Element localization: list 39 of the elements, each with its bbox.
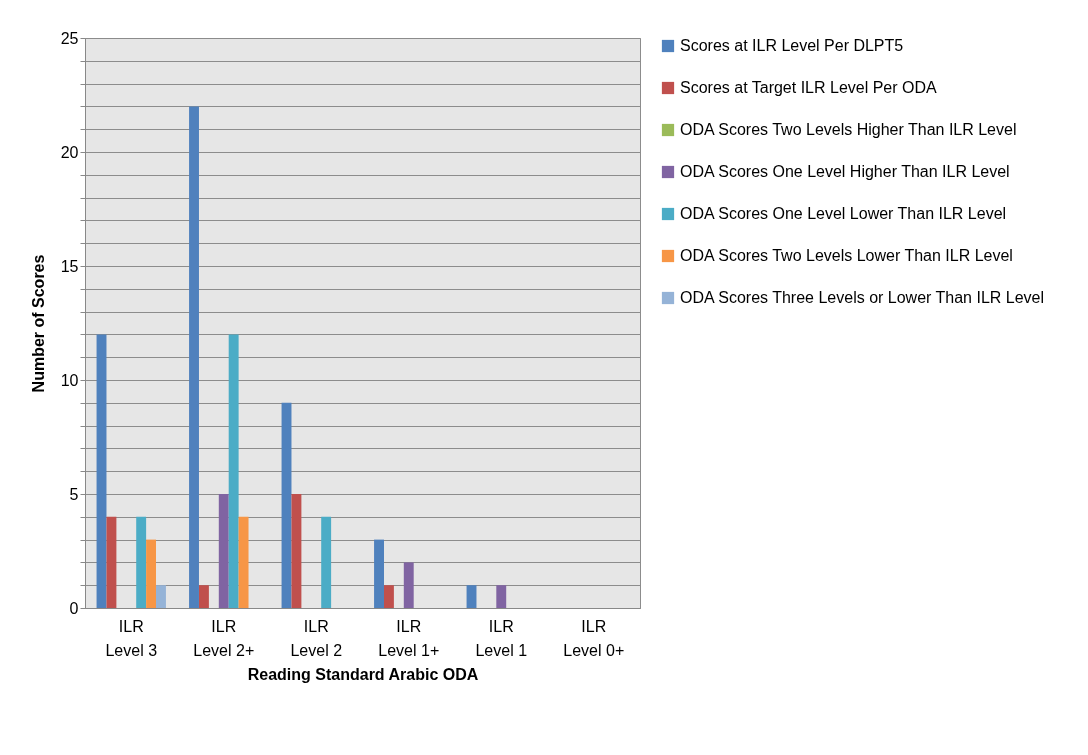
bar xyxy=(383,585,394,608)
legend-label: Scores at Target ILR Level Per ODA xyxy=(680,79,938,96)
y-tick-label: 15 xyxy=(60,257,79,275)
bar xyxy=(238,516,249,608)
y-tick-label: 25 xyxy=(60,29,79,47)
legend-label: ODA Scores Three Levels or Lower Than ILR Level xyxy=(680,289,1045,306)
x-tick-label: ILR Level 1+ xyxy=(378,617,440,659)
bar xyxy=(403,562,414,608)
bar xyxy=(146,539,157,608)
y-tick-label: 10 xyxy=(60,371,79,389)
bar xyxy=(156,585,166,608)
bar xyxy=(291,494,302,608)
bar xyxy=(228,334,239,608)
bar xyxy=(106,516,117,608)
x-tick-label: ILR Level 2 xyxy=(290,617,343,659)
x-axis-title: Reading Standard Arabic ODA xyxy=(247,665,479,683)
bar xyxy=(189,106,199,608)
legend-label: Scores at ILR Level Per DLPT5 xyxy=(680,37,904,54)
y-axis-title: Number of Scores xyxy=(29,254,47,393)
x-tick-label: ILR Level 3 xyxy=(105,617,158,659)
x-tick-label: ILR Level 0+ xyxy=(563,617,625,659)
bar xyxy=(218,494,229,608)
legend-label: ODA Scores One Level Higher Than ILR Level xyxy=(680,163,1010,180)
y-tick-label: 0 xyxy=(69,599,79,617)
bar xyxy=(321,516,332,608)
bar xyxy=(496,585,507,608)
bar xyxy=(198,585,209,608)
bar xyxy=(466,585,477,608)
bar xyxy=(374,539,384,608)
legend-label: ODA Scores Two Levels Higher Than ILR Level xyxy=(680,121,1017,138)
y-tick-label: 20 xyxy=(60,143,79,161)
bar xyxy=(96,334,107,608)
x-tick-label: ILR Level 1 xyxy=(475,617,528,659)
bar xyxy=(281,402,292,608)
legend-label: ODA Scores One Level Lower Than ILR Level xyxy=(680,205,1007,222)
bar xyxy=(136,516,147,608)
x-tick-label: ILR Level 2+ xyxy=(193,617,255,659)
legend-label: ODA Scores Two Levels Lower Than ILR Level xyxy=(680,247,1013,264)
y-tick-label: 5 xyxy=(69,485,79,503)
